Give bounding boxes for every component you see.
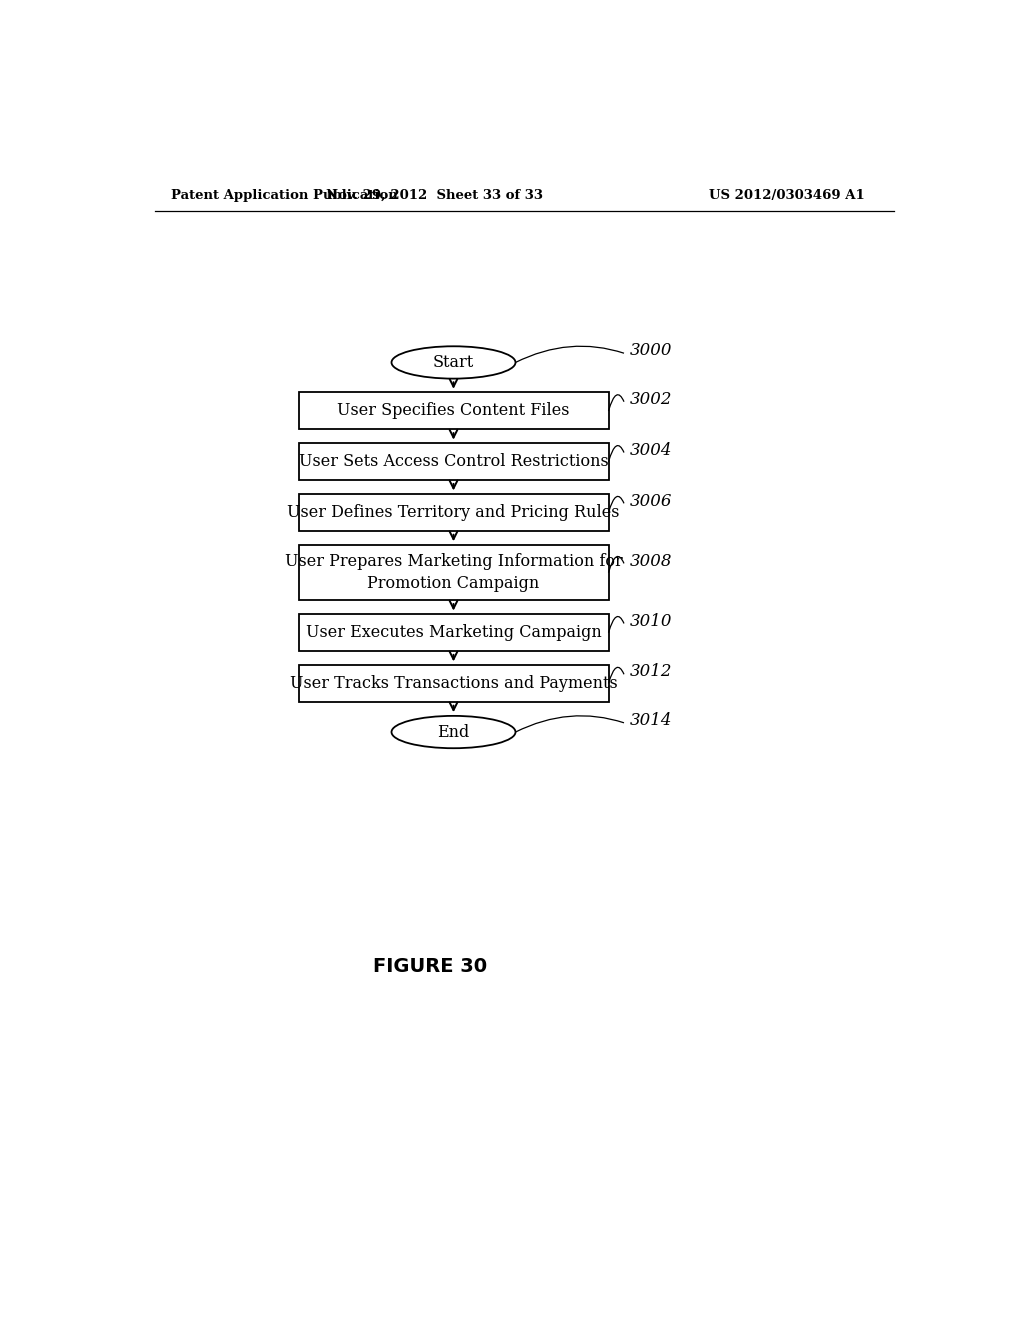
Ellipse shape	[391, 346, 515, 379]
Text: User Specifies Content Files: User Specifies Content Files	[337, 403, 569, 420]
Text: Patent Application Publication: Patent Application Publication	[171, 189, 397, 202]
FancyBboxPatch shape	[299, 614, 608, 651]
Text: 3012: 3012	[630, 664, 672, 681]
Text: 3002: 3002	[630, 391, 672, 408]
FancyBboxPatch shape	[299, 494, 608, 531]
FancyBboxPatch shape	[299, 545, 608, 601]
Text: 3008: 3008	[630, 553, 672, 570]
Text: User Prepares Marketing Information for
Promotion Campaign: User Prepares Marketing Information for …	[285, 553, 623, 593]
Text: 3006: 3006	[630, 492, 672, 510]
FancyBboxPatch shape	[299, 444, 608, 480]
Text: 3010: 3010	[630, 612, 672, 630]
Text: FIGURE 30: FIGURE 30	[373, 957, 487, 977]
FancyBboxPatch shape	[299, 665, 608, 702]
Text: User Sets Access Control Restrictions: User Sets Access Control Restrictions	[299, 453, 608, 470]
Text: End: End	[437, 723, 470, 741]
Text: 3014: 3014	[630, 711, 672, 729]
Text: Start: Start	[433, 354, 474, 371]
Text: Nov. 29, 2012  Sheet 33 of 33: Nov. 29, 2012 Sheet 33 of 33	[326, 189, 543, 202]
Text: US 2012/0303469 A1: US 2012/0303469 A1	[709, 189, 864, 202]
Text: 3004: 3004	[630, 442, 672, 459]
Text: User Defines Territory and Pricing Rules: User Defines Territory and Pricing Rules	[288, 504, 620, 521]
Text: User Executes Marketing Campaign: User Executes Marketing Campaign	[305, 624, 601, 642]
Ellipse shape	[391, 715, 515, 748]
Text: 3000: 3000	[630, 342, 672, 359]
FancyBboxPatch shape	[299, 392, 608, 429]
Text: User Tracks Transactions and Payments: User Tracks Transactions and Payments	[290, 675, 617, 692]
